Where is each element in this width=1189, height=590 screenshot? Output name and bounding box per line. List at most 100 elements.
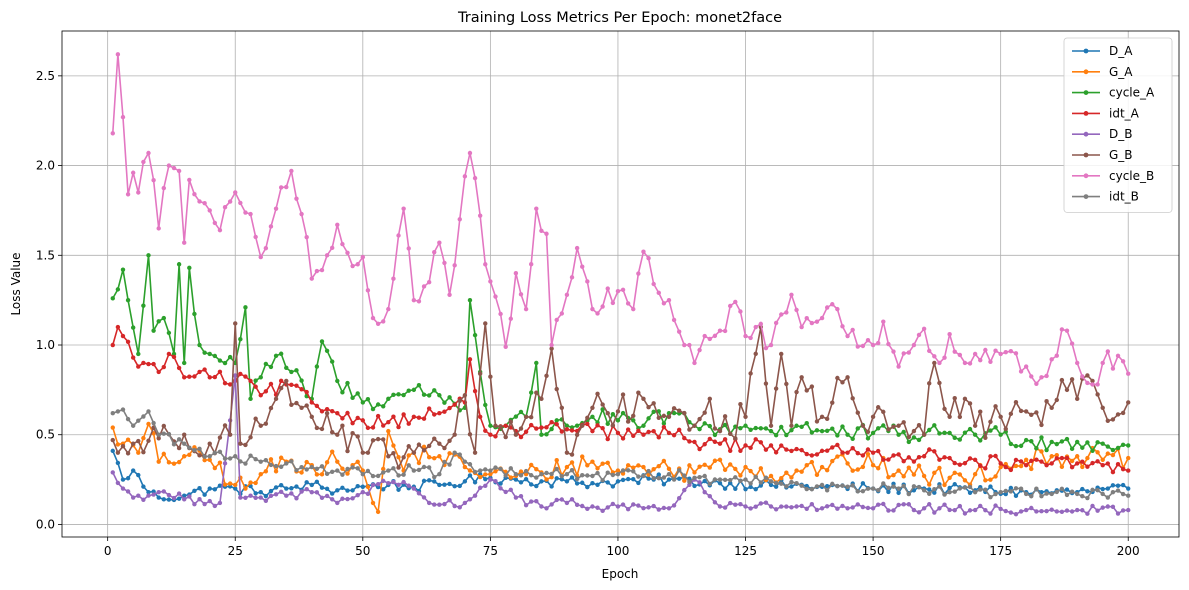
data-point-cycle_B — [130, 170, 136, 175]
data-point-idt_A — [1126, 468, 1131, 473]
data-point-D_A — [927, 487, 932, 492]
data-point-cycle_B — [1018, 369, 1024, 374]
data-point-D_B — [978, 503, 983, 509]
data-point-D_B — [789, 505, 794, 510]
data-point-idt_A — [161, 364, 166, 370]
data-point-G_A — [518, 469, 524, 474]
data-point-G_B — [733, 436, 738, 441]
data-point-idt_A — [957, 462, 963, 467]
data-point-D_B — [386, 480, 391, 486]
data-point-idt_A — [141, 360, 146, 366]
data-point-idt_B — [1008, 489, 1014, 494]
data-point-G_B — [666, 414, 672, 419]
data-point-idt_A — [319, 409, 325, 414]
data-point-G_B — [636, 390, 641, 395]
data-point-cycle_A — [722, 422, 728, 428]
data-point-idt_B — [493, 465, 498, 470]
data-point-D_B — [758, 501, 764, 506]
data-point-idt_A — [850, 445, 855, 451]
data-point-idt_B — [1069, 489, 1075, 494]
data-point-cycle_A — [911, 435, 917, 440]
data-point-cycle_A — [518, 409, 524, 415]
data-point-G_A — [814, 472, 820, 478]
data-point-idt_B — [141, 414, 146, 419]
data-point-idt_B — [391, 466, 396, 471]
data-point-idt_A — [1115, 461, 1121, 467]
data-point-idt_A — [1075, 461, 1080, 466]
data-point-G_B — [835, 375, 840, 381]
data-point-idt_B — [284, 461, 289, 466]
data-point-cycle_B — [294, 196, 299, 201]
data-point-idt_B — [615, 472, 621, 477]
data-point-G_A — [921, 473, 927, 479]
data-point-cycle_B — [273, 206, 279, 211]
data-point-cycle_B — [1023, 364, 1029, 369]
data-point-cycle_A — [590, 414, 595, 419]
data-point-cycle_B — [998, 351, 1003, 357]
data-point-G_B — [932, 360, 937, 366]
data-point-idt_A — [539, 425, 544, 430]
data-point-D_B — [656, 507, 661, 512]
data-point-idt_A — [692, 439, 697, 445]
data-point-G_B — [483, 321, 488, 326]
data-point-idt_A — [819, 448, 825, 454]
data-point-idt_B — [554, 466, 559, 472]
data-point-G_A — [947, 475, 952, 480]
data-point-D_B — [294, 496, 299, 501]
data-point-D_B — [921, 506, 927, 511]
data-point-G_B — [253, 416, 258, 421]
data-point-D_B — [1080, 508, 1085, 513]
data-point-cycle_B — [972, 351, 978, 357]
data-point-cycle_B — [927, 348, 932, 354]
data-point-cycle_B — [651, 281, 656, 287]
data-point-D_A — [988, 484, 993, 489]
data-point-D_B — [233, 373, 238, 378]
data-point-D_B — [1049, 507, 1054, 512]
data-point-cycle_B — [370, 315, 376, 321]
data-point-idt_A — [1069, 465, 1075, 470]
data-point-G_A — [631, 465, 636, 470]
y-tick-label: 0.0 — [36, 517, 55, 531]
data-point-D_A — [534, 483, 539, 489]
x-tick-label: 50 — [355, 544, 370, 558]
data-point-idt_B — [799, 483, 804, 488]
data-point-idt_A — [676, 427, 682, 433]
data-point-idt_B — [569, 467, 575, 473]
data-point-idt_A — [1034, 457, 1039, 462]
plot-frame — [61, 30, 1180, 538]
data-point-G_B — [110, 437, 115, 443]
legend-label: idt_A — [1109, 106, 1140, 120]
data-point-idt_B — [717, 477, 723, 482]
data-point-cycle_B — [569, 275, 575, 280]
data-point-idt_B — [1085, 495, 1090, 501]
data-point-cycle_B — [324, 253, 330, 258]
data-point-cycle_A — [789, 427, 794, 433]
data-point-D_A — [932, 490, 937, 495]
data-point-idt_B — [600, 478, 605, 483]
data-point-G_A — [141, 435, 146, 441]
data-point-cycle_A — [779, 424, 784, 430]
data-point-idt_B — [972, 489, 978, 495]
data-point-D_A — [580, 480, 585, 485]
data-point-idt_A — [651, 429, 656, 434]
data-point-cycle_A — [278, 351, 284, 356]
data-point-idt_B — [768, 479, 774, 484]
data-point-G_B — [294, 400, 299, 406]
data-point-idt_B — [574, 476, 580, 482]
data-point-D_A — [574, 481, 580, 486]
data-point-idt_A — [549, 420, 554, 425]
data-point-G_B — [1034, 410, 1039, 415]
data-point-cycle_B — [217, 227, 223, 233]
data-point-cycle_A — [574, 423, 580, 428]
data-point-G_B — [768, 423, 774, 428]
data-point-G_A — [988, 477, 993, 482]
data-point-idt_B — [927, 491, 932, 496]
data-point-cycle_B — [355, 262, 360, 267]
data-point-cycle_B — [682, 342, 687, 348]
data-point-cycle_A — [916, 437, 922, 443]
data-point-idt_A — [886, 457, 891, 462]
data-point-D_A — [615, 479, 621, 484]
data-point-D_B — [666, 506, 672, 511]
data-point-cycle_A — [202, 350, 207, 355]
data-point-cycle_B — [222, 205, 228, 210]
